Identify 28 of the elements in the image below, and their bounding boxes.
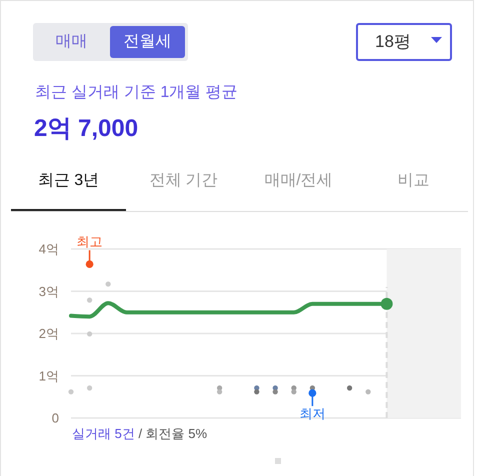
point: [68, 389, 74, 394]
text: 매매/전세: [263, 171, 334, 191]
point: [86, 298, 92, 303]
point: [254, 389, 260, 394]
y-tick-label: 0: [52, 410, 59, 426]
y-tick-label: 3억: [38, 284, 59, 299]
text: 최근 3년: [36, 171, 100, 191]
chart-subtitle: 2억 7,000: [34, 114, 138, 144]
point: [272, 389, 278, 394]
toggle-group[interactable]: 매매 전월세: [33, 23, 188, 61]
y-tick-label: 2억: [38, 326, 59, 342]
text: 전체 기간: [148, 171, 219, 191]
point: [308, 389, 316, 397]
y-tick-label: 4억: [38, 242, 59, 257]
text: / 회전율 5%: [137, 426, 208, 441]
chart-title: 최근 실거래 기준 1개월 평균: [35, 83, 238, 103]
point: [380, 298, 393, 310]
text: 비교: [396, 171, 430, 191]
text: 실거래 5건: [72, 426, 135, 441]
y-tick-label: 1억: [38, 368, 59, 384]
point: [86, 260, 94, 268]
point: [291, 389, 296, 394]
point: [216, 389, 222, 394]
point: [106, 281, 111, 287]
point: [86, 385, 92, 391]
series-label: 최고: [76, 234, 103, 250]
legend-label: 최저: [299, 406, 326, 422]
size-dropdown[interactable]: 18평: [356, 23, 452, 61]
